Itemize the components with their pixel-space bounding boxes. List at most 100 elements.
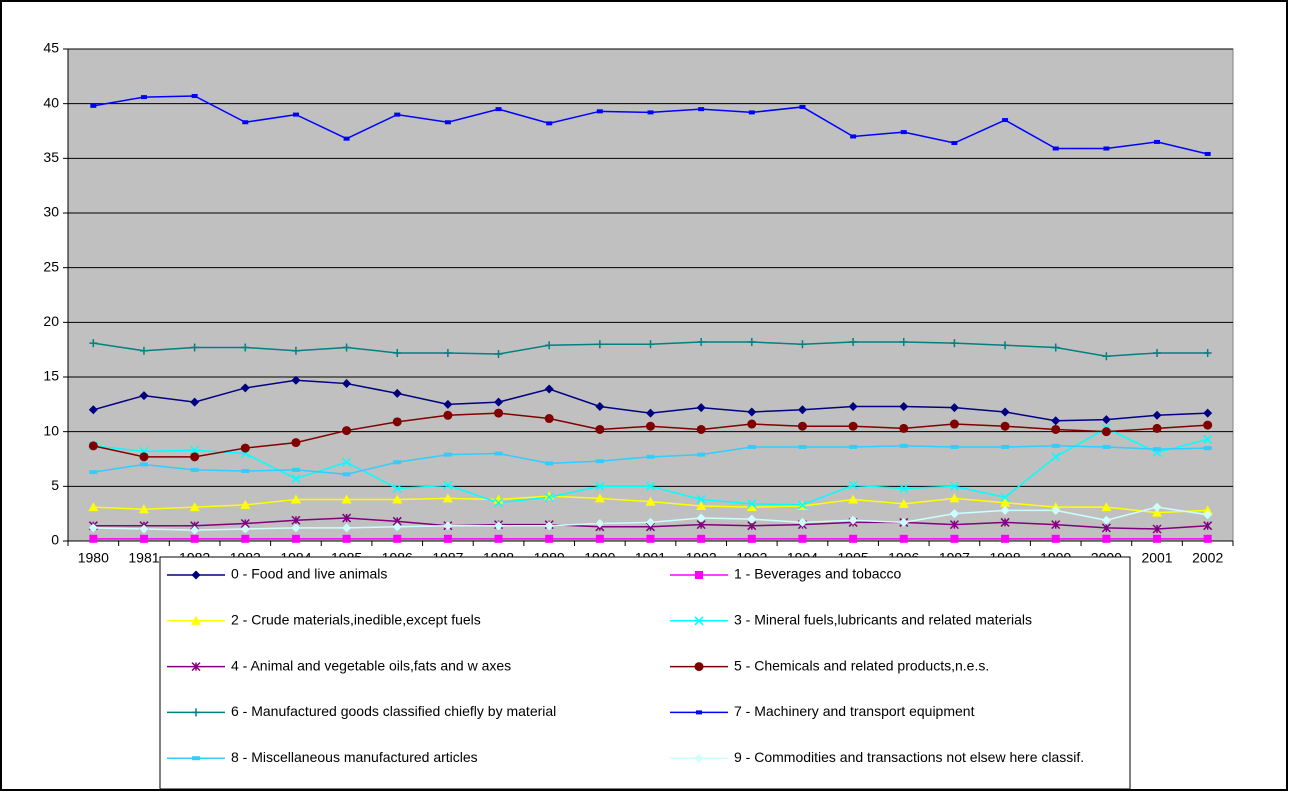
marker [949,403,959,413]
marker [545,534,554,543]
marker [190,343,199,352]
marker [747,444,756,449]
marker [747,514,757,524]
marker [646,421,655,431]
marker [342,379,352,389]
marker [544,492,554,502]
marker [950,534,959,543]
marker [190,525,200,535]
marker [1000,505,1010,515]
marker [899,423,909,433]
marker [342,523,352,533]
marker [1103,146,1110,151]
marker [696,494,706,504]
y-tick-label: 30 [43,204,59,220]
marker [392,417,402,427]
marker [694,753,704,763]
marker [443,452,452,457]
marker [140,95,147,100]
marker [949,493,960,503]
marker [240,443,250,453]
marker [139,391,149,401]
marker [494,534,503,543]
marker [1203,510,1213,520]
marker [1152,502,1162,512]
marker [595,340,604,349]
x-tick-label: 2001 [1141,550,1172,566]
marker [647,110,654,115]
marker [443,410,453,420]
marker [645,496,656,506]
marker [494,521,504,531]
marker [1051,443,1060,448]
marker [291,438,301,448]
legend-label: 2 - Crude materials,inedible,except fuel… [231,612,481,628]
marker [1203,446,1212,451]
plot-area [67,48,1234,542]
marker [1204,151,1211,156]
marker [292,112,299,117]
marker [798,444,807,449]
marker [240,383,250,393]
marker [694,616,704,626]
marker [342,457,352,467]
marker [696,501,707,511]
marker [899,443,908,448]
marker [1101,502,1112,512]
marker [949,481,959,491]
marker [494,408,504,418]
marker [443,521,453,531]
marker [747,499,757,509]
marker [1001,534,1010,543]
marker [646,534,655,543]
marker [494,498,504,508]
marker [341,494,352,504]
marker [544,491,555,501]
marker [848,515,858,525]
marker [139,346,148,355]
marker [1051,520,1061,530]
marker [544,414,554,424]
marker [1203,420,1213,430]
marker [443,399,453,409]
marker [1051,505,1061,515]
marker [696,424,706,434]
marker [595,534,604,543]
marker [89,339,98,348]
marker [545,341,554,350]
marker [1000,421,1010,431]
marker [291,515,301,525]
marker [1052,146,1059,151]
marker [139,524,149,534]
marker [443,534,452,543]
marker [850,134,857,139]
marker [645,481,656,491]
legend-label: 8 - Miscellaneous manufactured articles [231,749,478,765]
x-tick-label: 1980 [78,550,109,566]
marker [1101,515,1111,525]
marker [747,419,757,429]
marker [697,534,706,543]
marker [1152,423,1162,433]
marker [696,710,702,715]
marker [899,402,909,412]
marker [190,534,199,543]
marker [849,534,858,543]
marker [342,472,351,477]
legend-label: 3 - Mineral fuels,lubricants and related… [734,612,1032,628]
marker [799,104,806,109]
marker [848,480,858,490]
marker [241,469,250,474]
x-tick-label: 2002 [1192,550,1223,566]
marker [695,571,703,579]
marker [392,483,402,494]
marker [544,384,554,394]
legend-label: 5 - Chemicals and related products,n.e.s… [734,657,989,673]
y-tick-label: 20 [43,313,59,329]
marker [596,109,603,114]
marker [240,499,251,509]
marker [392,388,402,398]
marker [798,534,807,543]
legend-label: 9 - Commodities and transactions not els… [734,749,1084,765]
